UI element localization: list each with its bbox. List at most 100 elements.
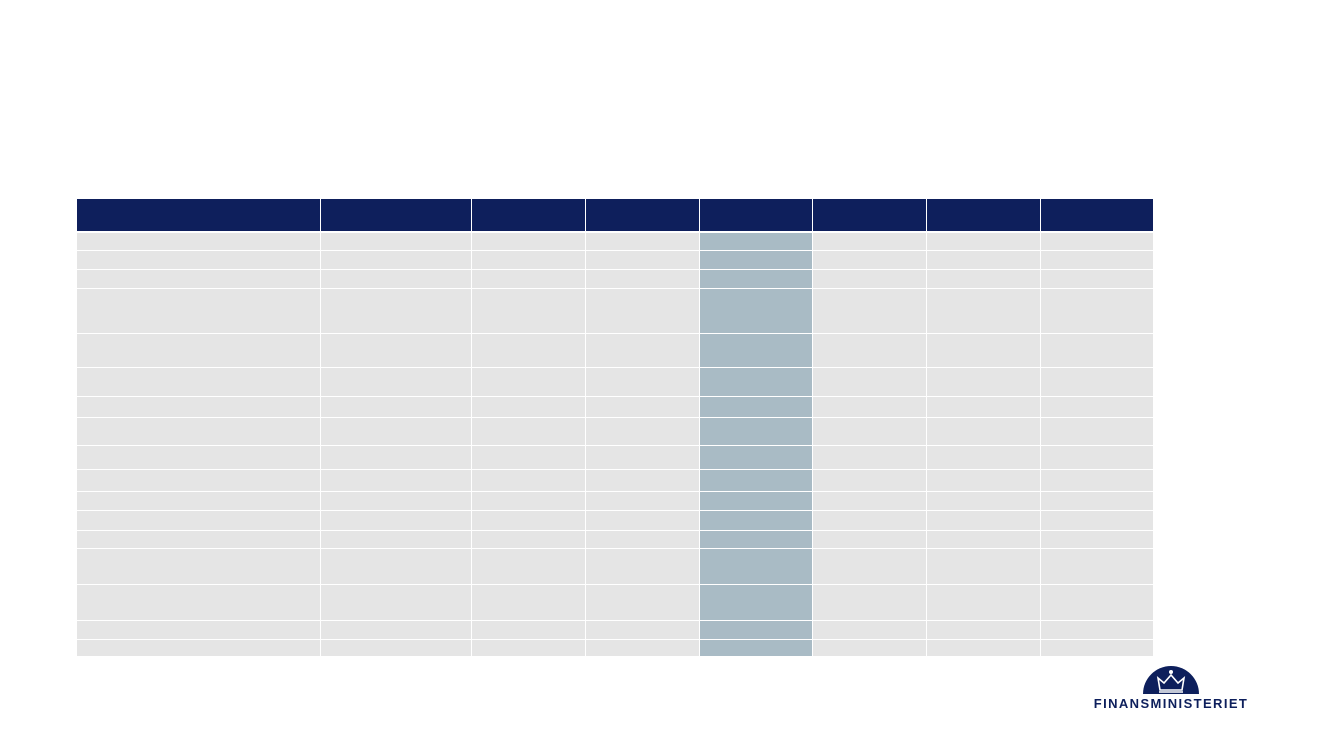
table-cell xyxy=(813,251,926,269)
table-cell xyxy=(321,270,471,288)
table-cell xyxy=(927,418,1040,445)
table-cell xyxy=(927,251,1040,269)
header-cell xyxy=(1041,199,1153,231)
table-cell xyxy=(813,585,926,620)
table-cell xyxy=(700,397,812,417)
table-cell xyxy=(321,531,471,548)
table-cell xyxy=(586,446,699,469)
table-cell xyxy=(586,585,699,620)
table-cell xyxy=(927,640,1040,656)
table-cell xyxy=(1041,251,1153,269)
table-cell xyxy=(472,585,585,620)
table-cell xyxy=(813,233,926,250)
table-cell xyxy=(927,334,1040,367)
table-cell xyxy=(321,334,471,367)
table-cell xyxy=(586,289,699,333)
table-cell xyxy=(586,397,699,417)
table-cell xyxy=(927,531,1040,548)
table-cell xyxy=(1041,511,1153,530)
table-cell xyxy=(813,621,926,639)
table-cell xyxy=(472,270,585,288)
header-cell xyxy=(586,199,699,231)
table-cell xyxy=(1041,531,1153,548)
table-cell xyxy=(700,289,812,333)
table-cell xyxy=(321,446,471,469)
table-cell xyxy=(1041,492,1153,510)
table-cell xyxy=(927,368,1040,396)
table-cell xyxy=(1041,640,1153,656)
table-cell xyxy=(77,334,320,367)
table-cell xyxy=(813,334,926,367)
table-cell xyxy=(700,511,812,530)
table-cell xyxy=(1041,334,1153,367)
table-cell xyxy=(700,270,812,288)
table-cell xyxy=(586,334,699,367)
table-cell xyxy=(321,621,471,639)
table-cell xyxy=(77,251,320,269)
table-cell xyxy=(700,334,812,367)
table-cell xyxy=(1041,470,1153,491)
table-cell xyxy=(472,531,585,548)
table-cell xyxy=(472,368,585,396)
table-cell xyxy=(472,446,585,469)
table-cell xyxy=(586,251,699,269)
table-cell xyxy=(700,368,812,396)
table-cell xyxy=(77,270,320,288)
table-cell xyxy=(77,640,320,656)
table-cell xyxy=(77,621,320,639)
table-cell xyxy=(472,470,585,491)
table-cell xyxy=(321,289,471,333)
table-cell xyxy=(321,368,471,396)
table-cell xyxy=(927,549,1040,584)
table-cell xyxy=(700,549,812,584)
table-cell xyxy=(586,549,699,584)
table-cell xyxy=(700,585,812,620)
table-cell xyxy=(700,418,812,445)
table-cell xyxy=(927,397,1040,417)
table-cell xyxy=(813,418,926,445)
table-cell xyxy=(586,640,699,656)
table-cell xyxy=(927,621,1040,639)
table-cell xyxy=(1041,233,1153,250)
table-cell xyxy=(472,511,585,530)
table-cell xyxy=(321,492,471,510)
table-cell xyxy=(77,289,320,333)
table-cell xyxy=(321,418,471,445)
table-cell xyxy=(77,418,320,445)
table-cell xyxy=(927,492,1040,510)
table-cell xyxy=(813,446,926,469)
table-cell xyxy=(472,233,585,250)
table-cell xyxy=(1041,446,1153,469)
table-cell xyxy=(813,270,926,288)
table-cell xyxy=(472,640,585,656)
table-cell xyxy=(813,492,926,510)
header-cell xyxy=(321,199,471,231)
table-cell xyxy=(321,233,471,250)
table-cell xyxy=(813,511,926,530)
table-cell xyxy=(586,418,699,445)
table-cell xyxy=(77,446,320,469)
table-cell xyxy=(77,549,320,584)
table-cell xyxy=(472,549,585,584)
table-cell xyxy=(77,585,320,620)
table-cell xyxy=(1041,418,1153,445)
table-cell xyxy=(700,492,812,510)
table-cell xyxy=(813,397,926,417)
table-cell xyxy=(77,397,320,417)
table-cell xyxy=(813,549,926,584)
table-cell xyxy=(321,511,471,530)
table-cell xyxy=(1041,368,1153,396)
table-cell xyxy=(472,621,585,639)
table-cell xyxy=(700,233,812,250)
table-cell xyxy=(77,531,320,548)
table-cell xyxy=(1041,549,1153,584)
table-cell xyxy=(700,621,812,639)
table-cell xyxy=(472,397,585,417)
table-cell xyxy=(321,251,471,269)
table-cell xyxy=(1041,270,1153,288)
table-cell xyxy=(700,640,812,656)
table-cell xyxy=(586,233,699,250)
table-cell xyxy=(321,397,471,417)
header-cell xyxy=(472,199,585,231)
